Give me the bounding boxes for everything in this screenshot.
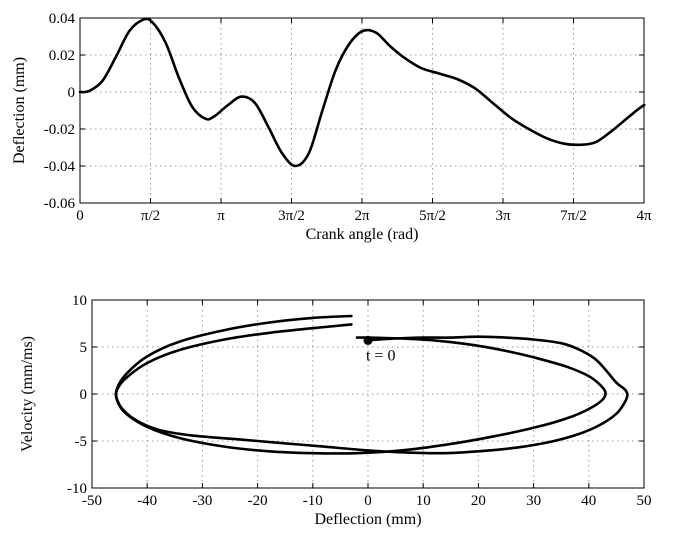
y-axis-label: Velocity (mm/ms) bbox=[19, 336, 36, 452]
series-line-1 bbox=[114, 314, 607, 455]
annotation-label: t = 0 bbox=[366, 347, 395, 364]
x-tick-label: 50 bbox=[637, 493, 652, 509]
x-axis-label: Deflection (mm) bbox=[314, 511, 421, 528]
x-tick-label: 0 bbox=[76, 208, 84, 224]
x-tick-label: -20 bbox=[248, 493, 268, 509]
x-tick-label: 0 bbox=[364, 493, 372, 509]
y-tick-label: 0 bbox=[68, 85, 76, 101]
x-tick-label: -50 bbox=[82, 493, 102, 509]
x-tick-label: -30 bbox=[192, 493, 212, 509]
y-axis-label: Deflection (mm) bbox=[11, 57, 28, 164]
x-tick-label: 20 bbox=[471, 493, 486, 509]
x-tick-label: 7π/2 bbox=[560, 208, 587, 224]
plot-frame bbox=[79, 17, 645, 204]
x-tick-label: -40 bbox=[137, 493, 157, 509]
x-tick-label: 5π/2 bbox=[419, 208, 446, 224]
y-tick-label: 10 bbox=[72, 293, 87, 309]
x-tick-label: 3π bbox=[495, 208, 511, 224]
y-tick-label: -0.06 bbox=[44, 196, 76, 212]
x-tick-label: 40 bbox=[581, 493, 596, 509]
series-line-0 bbox=[114, 323, 629, 455]
deflection-vs-crank-angle-chart: 0 π/2 π 3π/2 2π 5π/2 3π 7π/2 4π -0.06 -0.04 -0.02 0 0… bbox=[11, 11, 652, 243]
x-tick-label: 4π bbox=[636, 208, 652, 224]
start-point-marker bbox=[363, 335, 373, 345]
x-tick-label: 10 bbox=[416, 493, 431, 509]
y-tick-label: -10 bbox=[67, 481, 87, 497]
x-tick-label: π bbox=[217, 208, 225, 224]
y-tick-label: 0 bbox=[80, 387, 88, 403]
y-tick-label: -5 bbox=[75, 434, 88, 450]
velocity-vs-deflection-chart: -50 -40 -30 -20 -10 0 10 20 30 40 50-10-50510Defle… bbox=[19, 293, 652, 528]
y-tick-label: 5 bbox=[80, 340, 88, 356]
x-axis-label: Crank angle (rad) bbox=[306, 226, 419, 243]
x-tick-label: 30 bbox=[526, 493, 541, 509]
y-tick-label: 0.04 bbox=[49, 11, 76, 27]
y-tick-label: 0.02 bbox=[49, 48, 75, 64]
y-tick-label: -0.04 bbox=[44, 159, 76, 175]
x-tick-label: 3π/2 bbox=[278, 208, 305, 224]
x-tick-label: 2π bbox=[354, 208, 370, 224]
x-tick-label: π/2 bbox=[141, 208, 160, 224]
y-tick-label: -0.02 bbox=[44, 122, 75, 138]
x-tick-label: -10 bbox=[303, 493, 323, 509]
series-line-0 bbox=[78, 17, 646, 168]
